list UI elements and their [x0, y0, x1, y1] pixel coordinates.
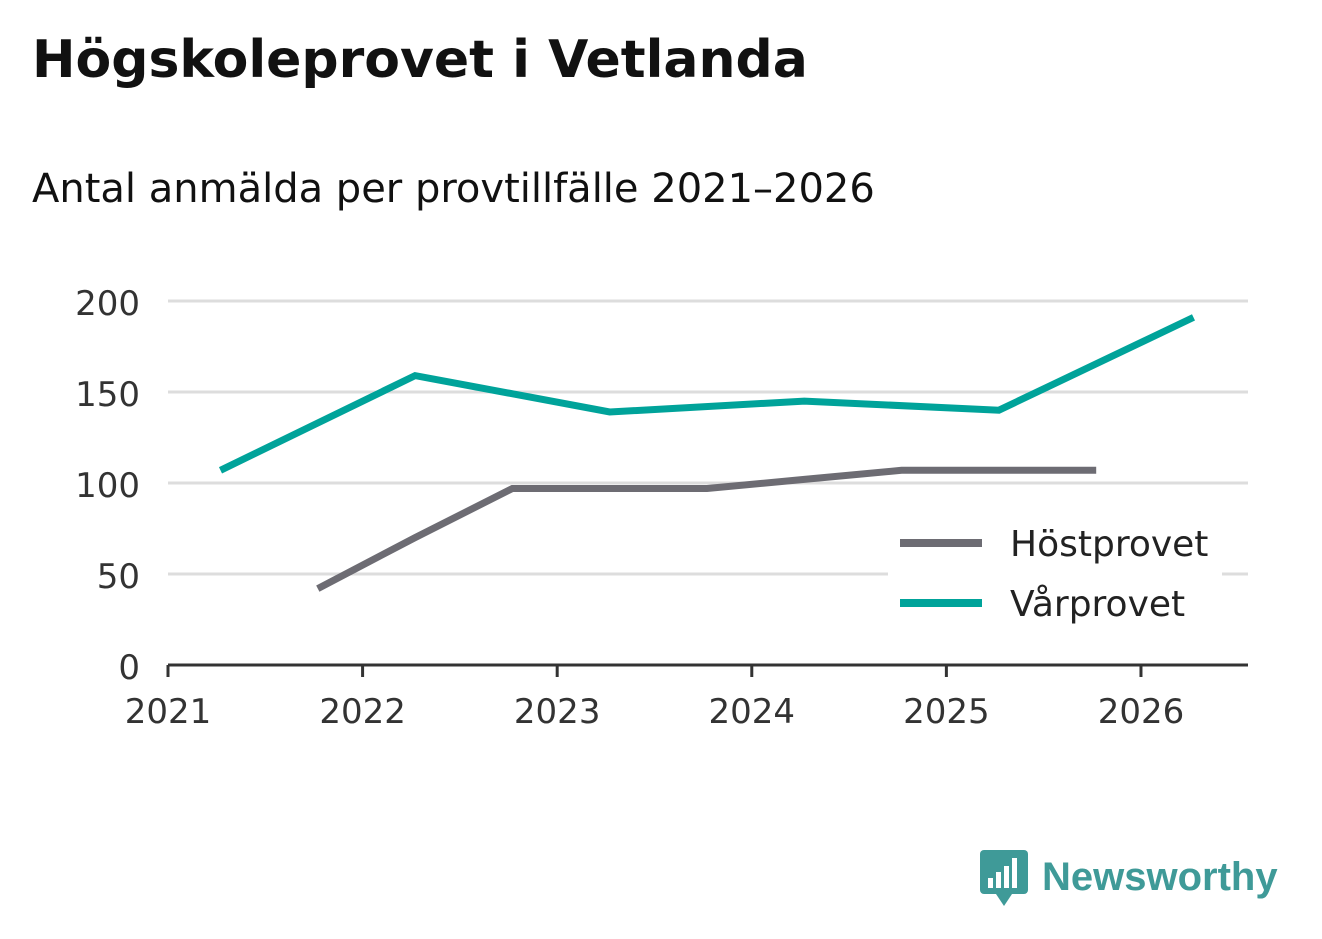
axes: 0 50 100 150 200 2021 2022 2023 2024 2025 2026 — [75, 284, 1248, 732]
series-line-0 — [316, 466, 1097, 592]
brand-logo: Newsworthy — [980, 846, 1278, 908]
y-tick-label: 100 — [75, 466, 140, 506]
legend-label-0: Höstprovet — [1010, 524, 1208, 565]
brand-name: Newsworthy — [1042, 854, 1278, 899]
legend-label-1: Vårprovet — [1010, 584, 1185, 625]
chart-subtitle: Antal anmälda per provtillfälle 2021–202… — [32, 166, 875, 212]
y-tick-label: 50 — [97, 557, 140, 597]
legend-background — [888, 518, 1222, 630]
y-tick-label: 150 — [75, 375, 140, 415]
x-tick-label: 2024 — [709, 692, 796, 732]
y-tick-label: 0 — [118, 648, 140, 688]
newsworthy-logo-icon — [980, 850, 1028, 906]
x-tick-label: 2021 — [125, 692, 212, 732]
chart-title: Högskoleprovet i Vetlanda — [32, 30, 808, 90]
x-tick-label: 2025 — [903, 692, 990, 732]
series-lines — [218, 314, 1196, 592]
y-tick-label: 200 — [75, 284, 140, 324]
legend: Höstprovet Vårprovet — [900, 524, 1208, 625]
x-tick-label: 2023 — [514, 692, 601, 732]
x-tick-label: 2022 — [319, 692, 406, 732]
series-line-1 — [218, 314, 1196, 474]
x-tick-label: 2026 — [1098, 692, 1185, 732]
legend-box — [888, 518, 1222, 630]
